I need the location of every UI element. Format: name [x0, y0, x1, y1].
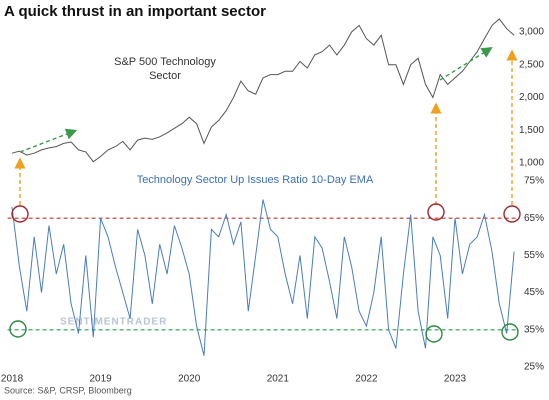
- x-tick-label: 2019: [90, 374, 113, 385]
- y-tick-label: 35%: [524, 324, 544, 335]
- y-tick-label: 3,000: [519, 27, 544, 38]
- trend-arrow: [19, 128, 78, 153]
- y-tick-label: 45%: [524, 287, 544, 298]
- highlight-circles: [9, 203, 521, 343]
- y-tick-label: 1,500: [519, 125, 544, 136]
- y-tick-label: 25%: [524, 362, 544, 373]
- x-tick-label: 2022: [355, 374, 378, 385]
- y-tick-label: 2,000: [519, 92, 544, 103]
- circle: [11, 205, 29, 223]
- x-tick-label: 2021: [267, 374, 290, 385]
- trend-arrow: [439, 47, 493, 81]
- y-tick-label: 1,000: [519, 158, 544, 169]
- source: Source: S&P, CRSP, Bloomberg: [4, 385, 132, 395]
- circle: [9, 320, 27, 338]
- data-line: [11, 199, 515, 356]
- circle: [503, 205, 521, 223]
- annotation: S&P 500 Technology: [114, 56, 216, 68]
- x-tick-label: 2018: [1, 374, 24, 385]
- y-tick-label: 65%: [524, 213, 544, 224]
- circle: [425, 325, 443, 343]
- circle: [427, 203, 445, 221]
- y-tick-label: 55%: [524, 250, 544, 261]
- watermark: SENTIMENTRADER: [60, 317, 167, 328]
- circle: [501, 323, 519, 341]
- panel-title: Technology Sector Up Issues Ratio 10-Day…: [137, 174, 374, 186]
- y-tick-label: 2,500: [519, 59, 544, 70]
- annotation: Sector: [149, 70, 181, 82]
- annotation-arrows: [14, 47, 518, 205]
- x-tick-label: 2020: [178, 374, 201, 385]
- chart-title: A quick thrust in an important sector: [4, 3, 266, 20]
- data-line: [11, 18, 515, 163]
- x-tick-label: 2023: [444, 374, 467, 385]
- y-tick-label: 75%: [524, 176, 544, 187]
